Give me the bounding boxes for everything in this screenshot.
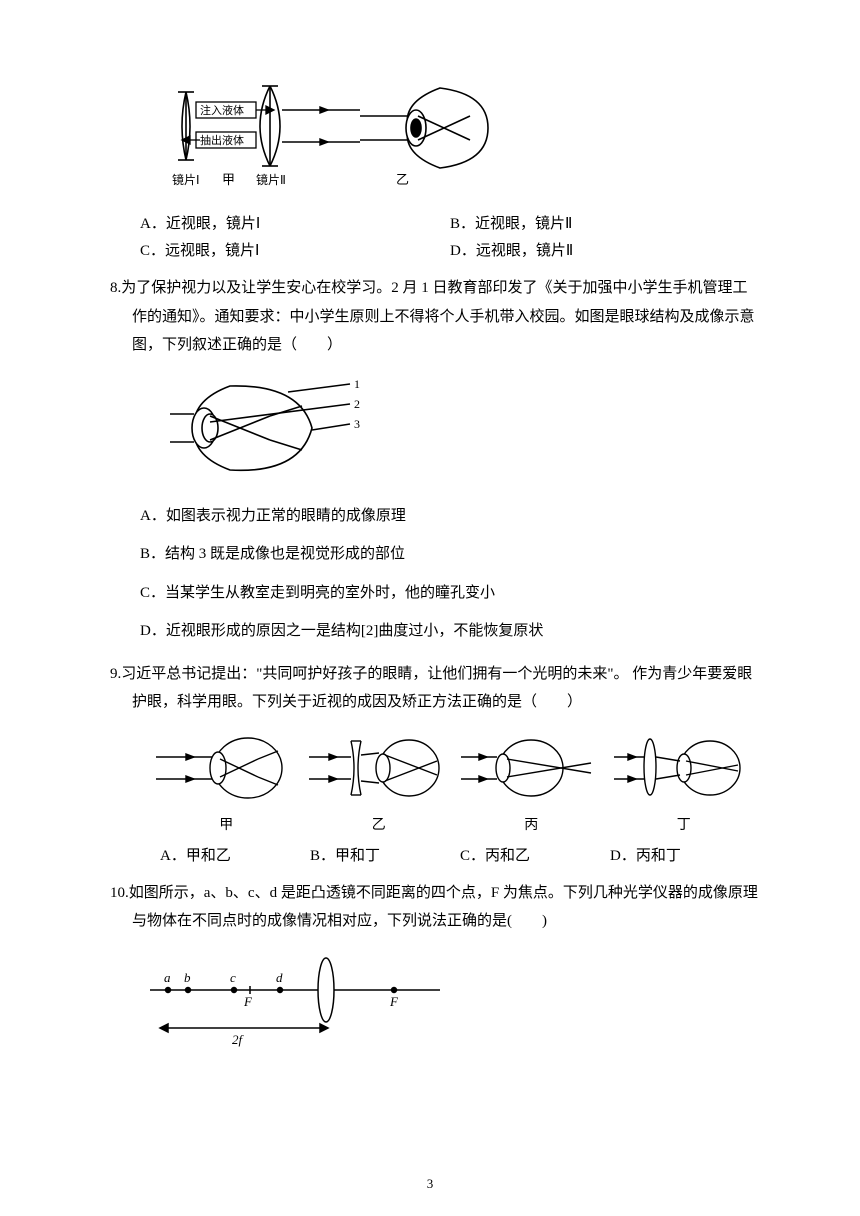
q7-option-b: B．近视眼，镜片Ⅱ (450, 212, 760, 233)
q9-stem: 9.习近平总书记提出："共同呵护好孩子的眼睛，让他们拥有一个光明的未来"。 作为… (110, 660, 760, 717)
q8-label-1: 1 (354, 377, 360, 391)
q8-option-a: A．如图表示视力正常的眼睛的成像原理 (140, 502, 760, 531)
q7-figure: 注入液体 抽出液体 镜片Ⅰ 镜片Ⅱ 甲 (170, 74, 760, 194)
lens2-caption: 镜片Ⅱ (256, 172, 286, 187)
q7-right-group-label: 乙 (396, 172, 409, 187)
q9-label-c: 丙 (455, 814, 608, 834)
q9-panel-a (156, 731, 296, 805)
q7-option-c: C．远视眼，镜片Ⅰ (140, 239, 450, 260)
page-number: 3 (0, 1176, 860, 1192)
q8-option-c: C．当某学生从教室走到明亮的室外时，他的瞳孔变小 (140, 579, 760, 608)
q9-panel-d (614, 731, 754, 805)
q8-figure: 1 2 3 (170, 374, 760, 484)
q8-label-2: 2 (354, 397, 360, 411)
q10-label-c: c (230, 970, 236, 985)
q9-panel-c (461, 731, 601, 805)
q7-option-d: D．远视眼，镜片Ⅱ (450, 239, 760, 260)
q10-figure: a b c d F F 2f (150, 950, 760, 1050)
q9-option-b: B．甲和丁 (310, 844, 460, 865)
q7-left-group-label: 甲 (222, 172, 235, 187)
q8-option-b: B．结构 3 既是成像也是视觉形成的部位 (140, 540, 760, 569)
q9-panel-b (309, 731, 449, 805)
q10-label-d: d (276, 970, 283, 985)
extract-label: 抽出液体 (200, 133, 244, 147)
q10-label-b: b (184, 970, 191, 985)
q10-label-F2: F (389, 994, 399, 1009)
q9-options: A．甲和乙 B．甲和丁 C．丙和乙 D．丙和丁 (160, 844, 760, 865)
eye-yi (360, 88, 488, 168)
q9-label-a: 甲 (150, 814, 303, 834)
q9-label-b: 乙 (303, 814, 456, 834)
inject-label: 注入液体 (200, 103, 244, 117)
q10-stem: 10.如图所示，a、b、c、d 是距凸透镜不同距离的四个点，F 为焦点。下列几种… (110, 879, 760, 936)
q9-option-d: D．丙和丁 (610, 844, 760, 865)
q7-option-a: A．近视眼，镜片Ⅰ (140, 212, 450, 233)
q9-panel-labels: 甲 乙 丙 丁 (150, 814, 760, 834)
q10-label-F1: F (243, 994, 253, 1009)
q9-option-c: C．丙和乙 (460, 844, 610, 865)
q7-options-row1: A．近视眼，镜片Ⅰ B．近视眼，镜片Ⅱ (140, 212, 760, 233)
lens-1-shape (178, 92, 194, 160)
q10-label-a: a (164, 970, 171, 985)
q8-option-d: D．近视眼形成的原因之一是结构[2]曲度过小，不能恢复原状 (140, 617, 760, 646)
q9-option-a: A．甲和乙 (160, 844, 310, 865)
q10-label-2f: 2f (232, 1032, 245, 1047)
q7-options-row2: C．远视眼，镜片Ⅰ D．远视眼，镜片Ⅱ (140, 239, 760, 260)
q9-label-d: 丁 (608, 814, 761, 834)
q9-figure-row (150, 731, 760, 810)
q8-stem: 8.为了保护视力以及让学生安心在校学习。2 月 1 日教育部印发了《关于加强中小… (110, 274, 760, 360)
q8-label-3: 3 (354, 417, 360, 431)
lens-2-shape (260, 86, 280, 166)
lens1-caption: 镜片Ⅰ (172, 172, 200, 187)
